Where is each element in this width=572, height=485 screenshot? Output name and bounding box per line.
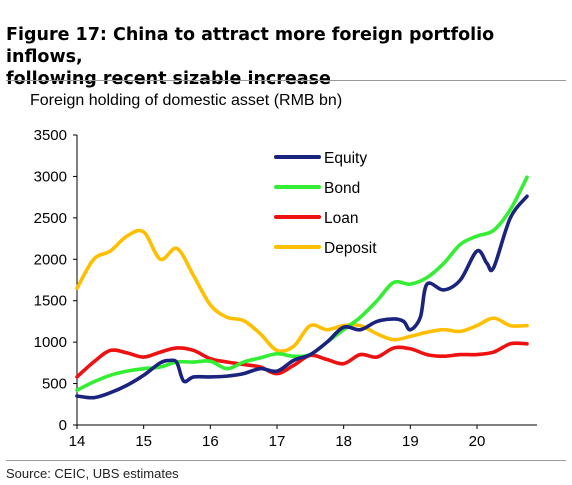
line-chart: 0 500 1000 1500 2000 2500 3000 3500 14 15 16 17 18 19… <box>34 127 537 450</box>
legend-label-equity: Equity <box>324 150 367 167</box>
figure-title: Figure 17: China to attract more foreign… <box>6 24 568 90</box>
y-tick-label: 2500 <box>34 210 67 227</box>
x-tick-label: 20 <box>469 433 486 450</box>
chart-subtitle: Foreign holding of domestic asset (RMB b… <box>30 92 343 109</box>
y-tick-label: 3500 <box>34 127 67 144</box>
x-tick-label: 19 <box>402 433 419 450</box>
y-tick-label: 3000 <box>34 168 67 185</box>
y-tick-label: 0 <box>59 417 67 434</box>
legend-label-deposit: Deposit <box>324 240 377 257</box>
y-tick-label: 2000 <box>34 251 67 268</box>
y-tick-label: 1500 <box>34 293 67 310</box>
x-tick-label: 14 <box>69 433 86 450</box>
x-tick-label: 15 <box>135 433 152 450</box>
x-tick-label: 16 <box>202 433 219 450</box>
series-line-loan <box>75 341 529 379</box>
x-tick-label: 18 <box>335 433 352 450</box>
source-divider <box>6 460 566 461</box>
series-line-equity <box>75 194 529 400</box>
x-tick-label: 17 <box>269 433 286 450</box>
chart-axes: 0 500 1000 1500 2000 2500 3000 3500 14 15 16 17 18 19… <box>34 127 537 450</box>
figure-title-line-1: Figure 17: China to attract more foreign… <box>6 25 495 67</box>
chart-series <box>75 175 529 400</box>
legend-label-bond: Bond <box>324 180 360 197</box>
source-note: Source: CEIC, UBS estimates <box>6 466 179 481</box>
legend-label-loan: Loan <box>324 210 358 227</box>
series-line-deposit <box>75 228 529 354</box>
figure-title-line-2: following recent sizable increase <box>6 69 331 89</box>
y-tick-label: 500 <box>42 376 67 393</box>
y-tick-label: 1000 <box>34 334 67 351</box>
title-divider <box>6 80 566 81</box>
chart-legend: Equity Bond Loan Deposit <box>274 150 377 257</box>
